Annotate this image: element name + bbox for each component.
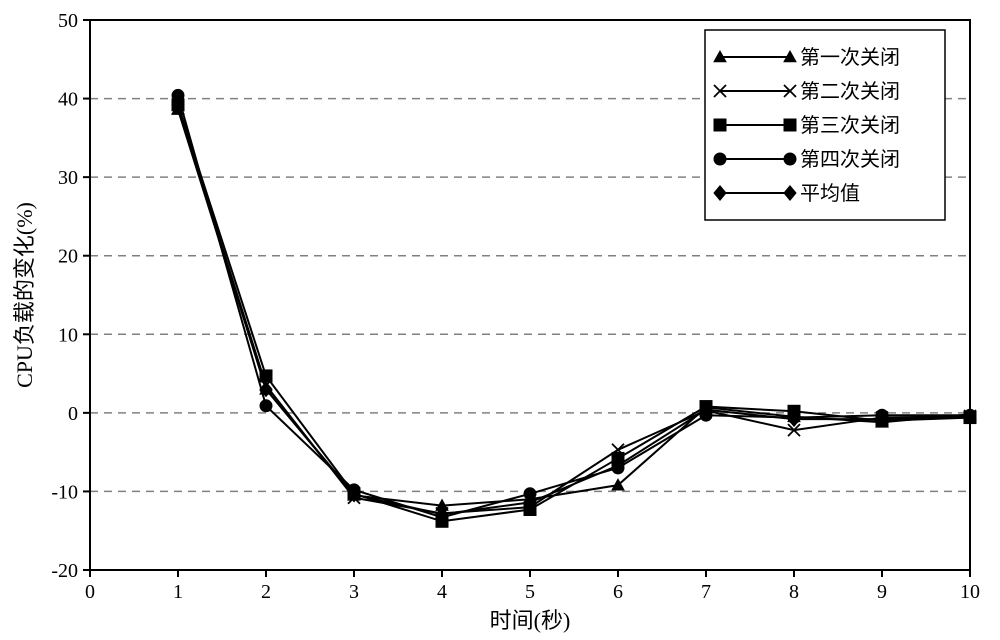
- x-tick-label: 6: [613, 581, 623, 603]
- y-tick-label: -10: [51, 481, 78, 503]
- x-tick-label: 9: [877, 581, 887, 603]
- y-tick-label: 0: [68, 403, 78, 425]
- y-tick-label: 20: [58, 246, 78, 268]
- y-tick-label: 30: [58, 167, 78, 189]
- marker-square: [784, 119, 796, 131]
- y-tick-label: 40: [58, 89, 78, 111]
- y-tick-label: 50: [58, 10, 78, 32]
- x-tick-label: 1: [173, 581, 183, 603]
- x-tick-label: 0: [85, 581, 95, 603]
- y-axis-label: CPU负载的变化(%): [12, 202, 37, 388]
- x-tick-label: 5: [525, 581, 535, 603]
- marker-circle: [260, 400, 272, 412]
- x-tick-label: 2: [261, 581, 271, 603]
- marker-square: [714, 119, 726, 131]
- x-tick-label: 10: [960, 581, 980, 603]
- marker-circle: [714, 153, 726, 165]
- x-tick-label: 8: [789, 581, 799, 603]
- legend-label: 第三次关闭: [800, 114, 900, 137]
- legend-label: 第四次关闭: [800, 148, 900, 171]
- marker-circle: [784, 153, 796, 165]
- x-axis-label: 时间(秒): [490, 608, 571, 633]
- legend-label: 平均值: [800, 182, 860, 205]
- y-tick-label: 10: [58, 324, 78, 346]
- chart-container: 0 1 2 3 4 5 6 7 8 9 10 -20 -10 0 10 20 30 40 50 时间(秒) CPU负载的…: [0, 0, 1000, 640]
- x-tick-label: 3: [349, 581, 359, 603]
- x-tick-label: 4: [437, 581, 447, 603]
- legend-label: 第二次关闭: [800, 80, 900, 103]
- x-tick-label: 7: [701, 581, 711, 603]
- y-tick-label: -20: [51, 560, 78, 582]
- legend-label: 第一次关闭: [800, 46, 900, 69]
- cpu-load-chart: 0 1 2 3 4 5 6 7 8 9 10 -20 -10 0 10 20 30 40 50 时间(秒) CPU负载的…: [0, 0, 1000, 640]
